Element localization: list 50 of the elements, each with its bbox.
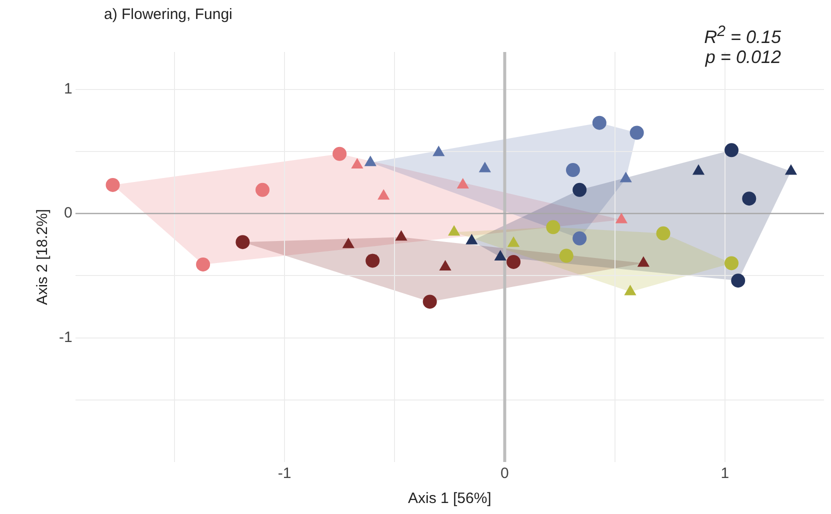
point [692, 164, 705, 175]
point [366, 254, 380, 268]
y-axis-title: Axis 2 [18.2%] [34, 209, 52, 305]
point [432, 146, 445, 156]
point [448, 225, 460, 236]
point [494, 250, 506, 260]
point [351, 158, 364, 169]
point [572, 231, 587, 246]
point [456, 178, 469, 188]
point [572, 182, 587, 197]
annotation: p = 0.012 [704, 47, 781, 67]
point [624, 284, 636, 296]
text: R$^{2}$ = 0.15 [704, 22, 781, 47]
y-tick-label: 1 [64, 80, 72, 98]
point [364, 156, 376, 166]
point [630, 126, 644, 140]
point [637, 256, 650, 267]
point [478, 162, 491, 172]
point [724, 256, 739, 270]
point [506, 254, 521, 269]
point [592, 116, 606, 130]
point [507, 236, 520, 247]
point [422, 294, 437, 309]
x-tick-label: 0 [500, 465, 509, 482]
point [784, 164, 798, 175]
point [378, 189, 390, 200]
point [256, 182, 270, 197]
y-tick-label: -1 [58, 328, 72, 346]
point [566, 163, 580, 178]
point [395, 230, 408, 241]
point [620, 172, 632, 182]
point [742, 192, 756, 206]
point [342, 238, 354, 248]
point [546, 220, 560, 234]
point [466, 234, 478, 244]
point [196, 257, 210, 272]
x-tick-label: 1 [720, 465, 730, 482]
point [236, 235, 250, 250]
point [332, 146, 347, 161]
y-tick-label: 0 [64, 204, 72, 222]
point [724, 143, 739, 158]
point [656, 226, 670, 240]
point [559, 248, 574, 263]
point [615, 212, 628, 224]
point [731, 274, 746, 288]
point [439, 260, 452, 270]
point [106, 178, 120, 192]
chart-title: a) Flowering, Fungi [104, 6, 232, 23]
x-axis-title: Axis 1 [56%] [408, 490, 492, 508]
x-tick-label: -1 [278, 465, 292, 482]
